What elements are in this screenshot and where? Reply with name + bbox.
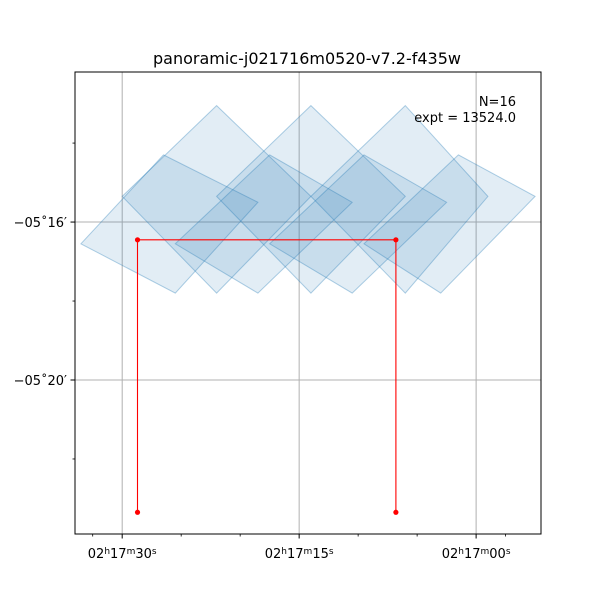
footprint-layer <box>80 104 536 294</box>
grid <box>75 72 541 534</box>
footprint-6 <box>310 104 489 294</box>
footprint-7 <box>363 154 536 294</box>
x-tick-label-2: 02h17m00s <box>442 547 511 562</box>
footprint-1 <box>80 154 259 294</box>
overlay-path-line <box>136 239 397 513</box>
axes-frame <box>74 71 542 535</box>
y-tick-label-0: −05˚16′ <box>14 215 67 231</box>
y-tick-label-1: −05˚20′ <box>14 373 67 389</box>
footprint-2 <box>121 104 312 294</box>
overlay-layer <box>134 237 399 515</box>
overlay-point-1 <box>134 237 141 243</box>
x-tick-label-0: 02h17m30s <box>88 547 157 562</box>
footprint-5 <box>268 154 448 294</box>
footprint-4 <box>215 104 407 294</box>
footprint-3 <box>174 154 354 294</box>
overlay-point-3 <box>393 509 399 515</box>
chart-title: panoramic-j021716m0520-v7.2-f435w <box>153 49 461 68</box>
count-annotation: N=16 <box>479 95 516 110</box>
overlay-point-0 <box>134 509 141 515</box>
tick-layer: 02h17m30s 02h17m15s 02h17m00s −05˚16′ −05˚20… <box>14 142 511 562</box>
x-tick-label-1: 02h17m15s <box>265 547 334 562</box>
overlay-point-2 <box>393 237 399 243</box>
expt-annotation: expt = 13524.0 <box>414 111 516 126</box>
